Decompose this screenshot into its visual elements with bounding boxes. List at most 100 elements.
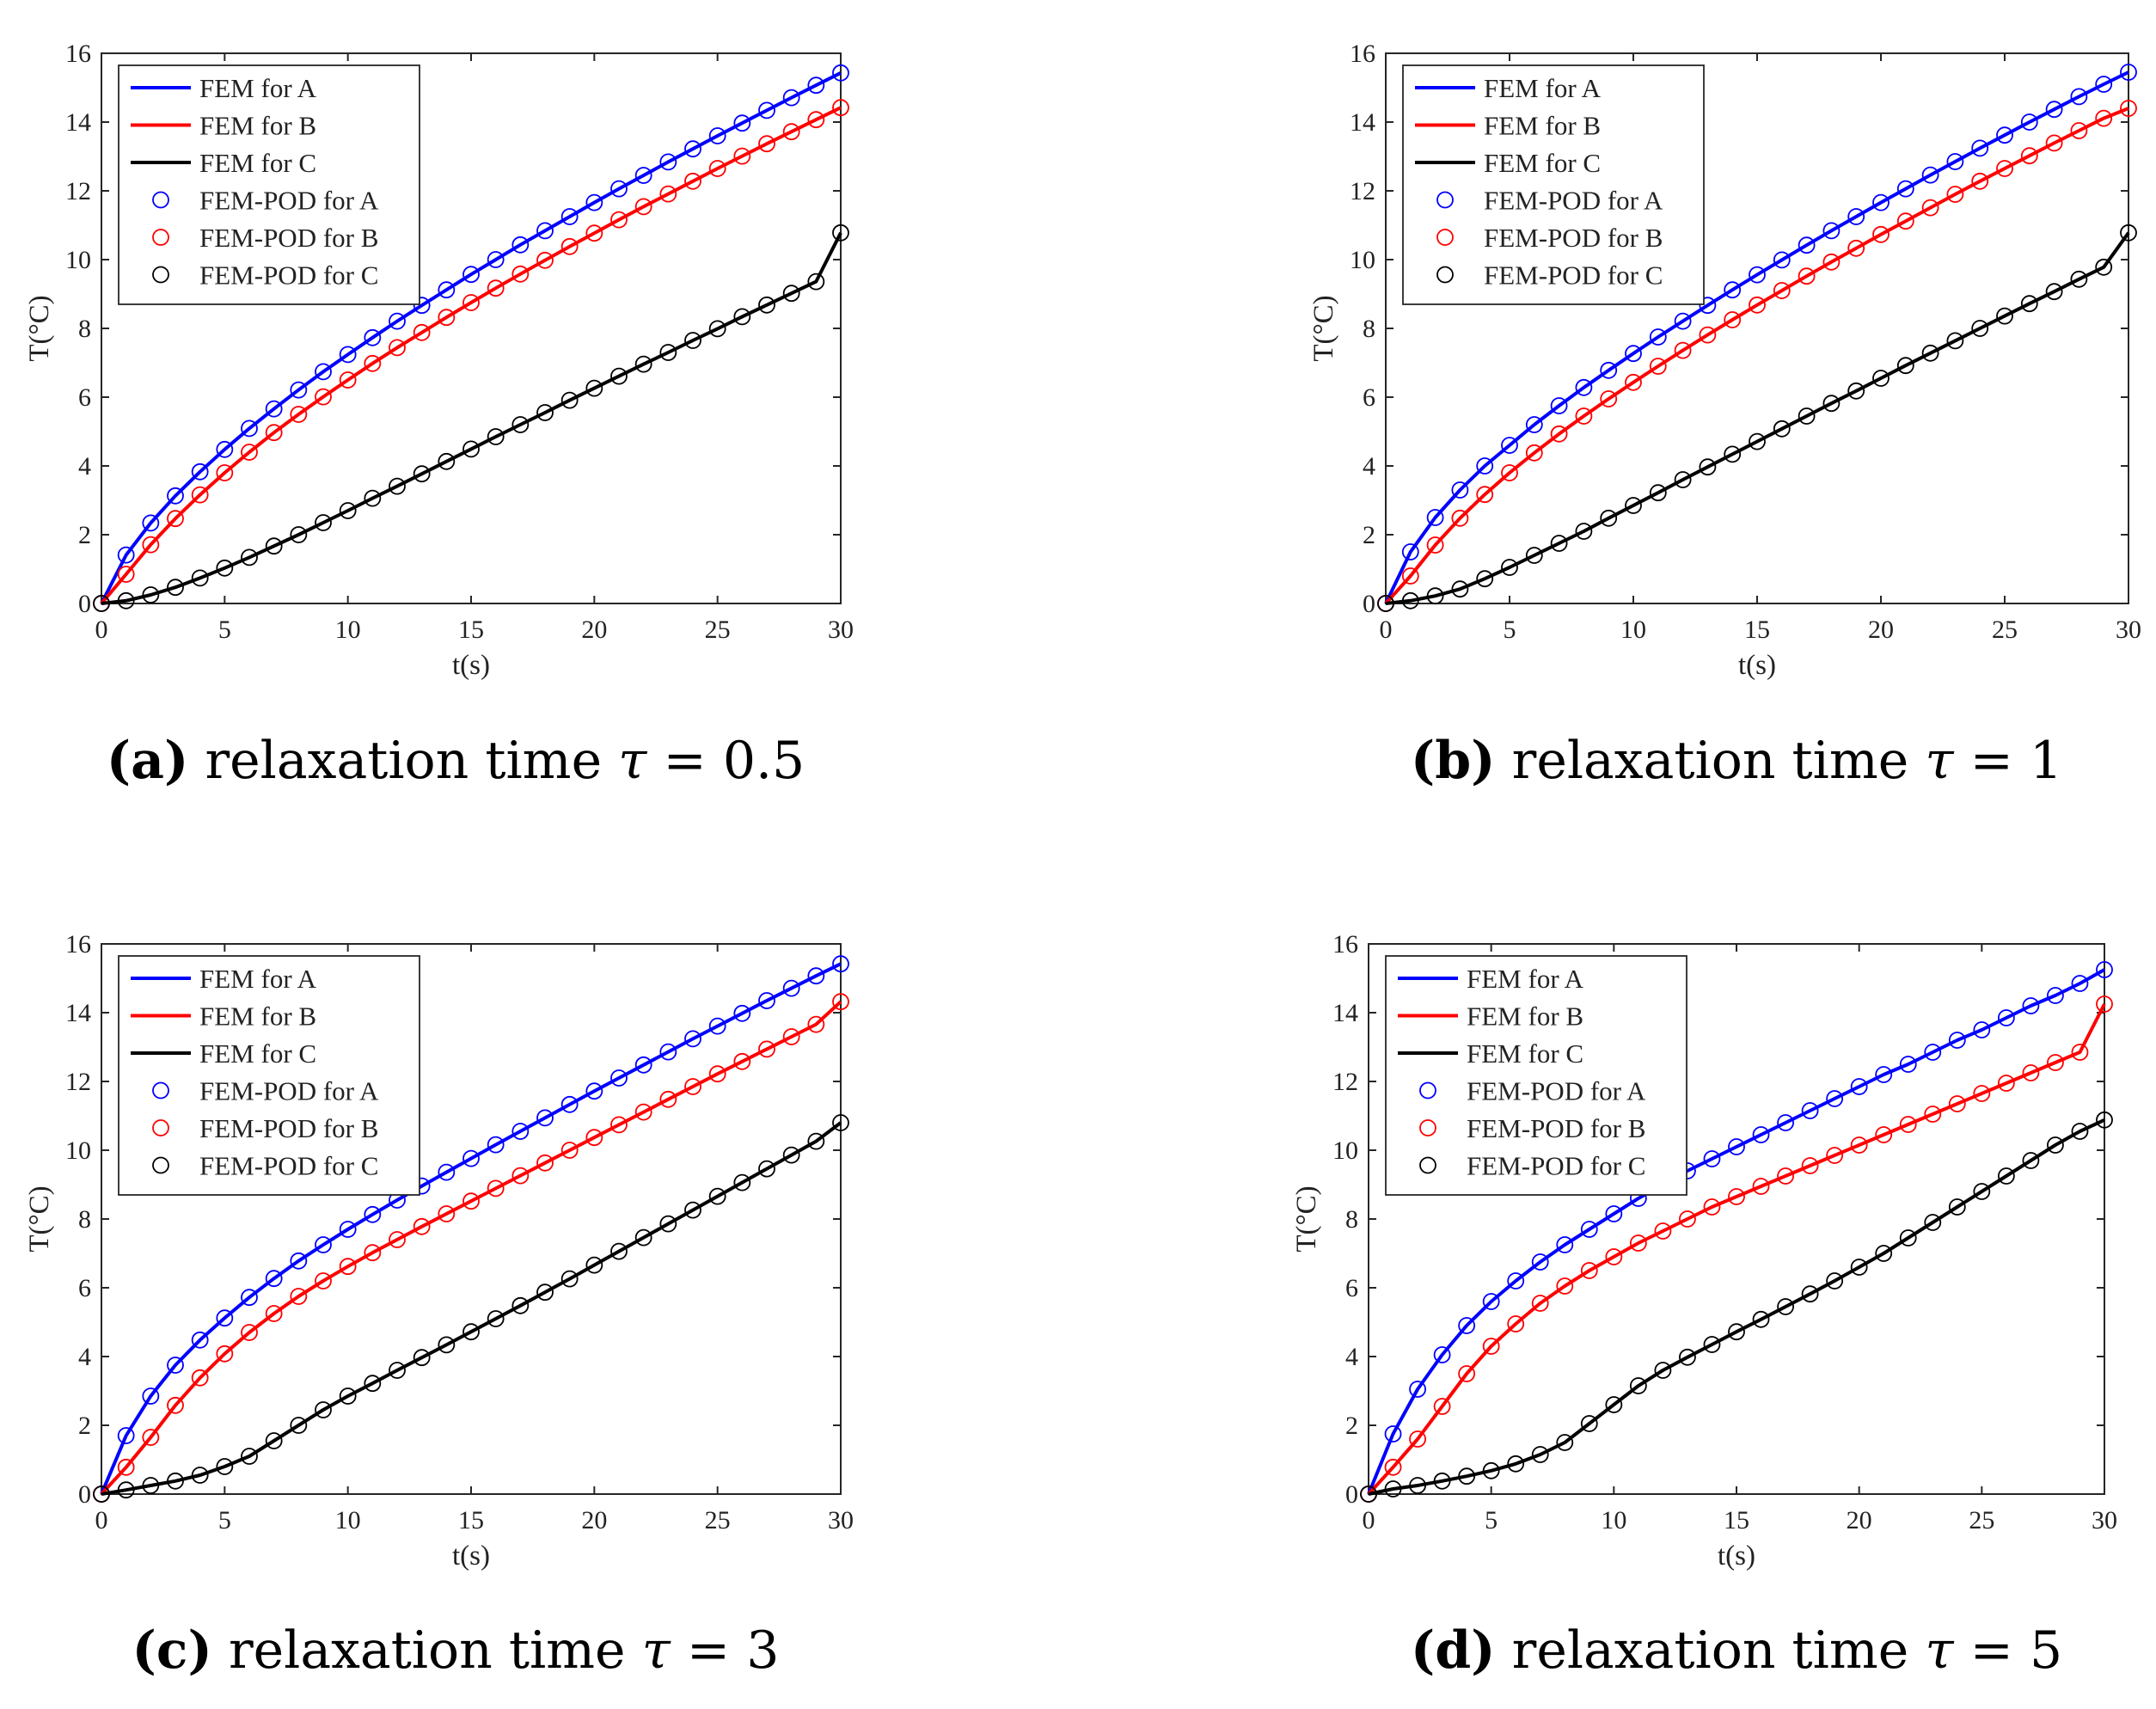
c-marker-fem-pod-c (438, 1336, 456, 1354)
b-marker-fem-pod-b (1773, 282, 1791, 299)
caption-d-text: relaxation time (1512, 1620, 1909, 1681)
b-marker-fem-pod-b (1896, 212, 1914, 230)
c-legend-entry: FEM-POD for C (199, 1151, 378, 1181)
a-marker-fem-pod-c (758, 296, 775, 314)
c-marker-fem-pod-c (364, 1375, 382, 1393)
d-y-tick-label: 2 (1345, 1412, 1358, 1440)
d-marker-fem-pod-a (1752, 1126, 1770, 1143)
caption-d-equals: = (1970, 1620, 2013, 1681)
d-marker-fem-pod-a (1850, 1078, 1868, 1095)
c-marker-fem-pod-c (462, 1323, 480, 1341)
c-x-tick-label: 5 (218, 1506, 231, 1534)
c-marker-fem-pod-b (167, 1396, 184, 1414)
b-marker-fem-pod-c (1401, 591, 1419, 609)
b-line-fem-c (1385, 231, 2130, 605)
d-y-tick-label: 8 (1345, 1205, 1358, 1234)
a-marker-fem-pod-c (659, 344, 677, 361)
c-marker-fem-pod-b (610, 1116, 628, 1134)
a-marker-fem-pod-c (462, 440, 480, 458)
a-marker-fem-pod-c (487, 428, 505, 445)
d-marker-fem-pod-b (2071, 1044, 2089, 1061)
a-y-tick-label: 0 (78, 590, 91, 618)
panel-b: 0 5 10 15 20 25 30 0 2 4 6 8 10 12 14 16 t(s) T(°C) FEM fo… (1308, 40, 2141, 681)
c-marker-fem-pod-b (733, 1052, 751, 1070)
b-marker-fem-pod-b (1674, 341, 1692, 359)
a-x-tick-label: 0 (95, 616, 108, 644)
d-x-axis-label: t(s) (1718, 1541, 1755, 1571)
caption-b-text: relaxation time (1512, 731, 1909, 791)
c-marker-fem-pod-b (413, 1217, 431, 1235)
caption-c-tag: (c) (132, 1620, 212, 1681)
b-marker-fem-pod-b (1996, 160, 2013, 177)
a-x-tick-label: 5 (218, 616, 231, 644)
a-marker-fem-pod-b (758, 135, 775, 153)
a-marker-fem-pod-c (364, 489, 382, 507)
b-x-tick-label: 30 (2116, 616, 2141, 644)
c-marker-fem-pod-b (389, 1231, 406, 1248)
d-legend-entry: FEM for B (1467, 1002, 1583, 1032)
c-x-tick-label: 15 (458, 1506, 484, 1534)
b-marker-fem-pod-c (1699, 458, 1717, 476)
caption-a-text: relaxation time (205, 731, 602, 791)
d-marker-fem-pod-b (2022, 1064, 2040, 1081)
b-y-axis-label: T(°C) (1308, 295, 1339, 361)
c-marker-fem-pod-b (807, 1015, 825, 1033)
a-marker-fem-pod-b (684, 172, 701, 190)
d-marker-fem-pod-b (1850, 1136, 1868, 1154)
a-marker-fem-pod-b (413, 323, 431, 341)
c-marker-fem-pod-b (487, 1179, 505, 1198)
a-marker-fem-pod-b (339, 371, 357, 389)
c-marker-fem-pod-a (782, 979, 800, 997)
a-marker-fem-pod-c (216, 559, 234, 577)
b-marker-fem-pod-c (1674, 471, 1692, 488)
b-marker-fem-pod-c (1921, 344, 1939, 362)
b-marker-fem-pod-a (1401, 543, 1419, 560)
b-marker-fem-pod-c (1896, 357, 1914, 375)
a-marker-fem-pod-a (511, 236, 530, 254)
c-marker-fem-pod-a (117, 1427, 135, 1444)
b-marker-fem-pod-b (1600, 390, 1618, 407)
a-marker-fem-pod-b (265, 424, 283, 442)
c-marker-fem-pod-c (733, 1173, 751, 1191)
c-marker-fem-pod-a (733, 1004, 751, 1022)
c-marker-fem-pod-c (93, 1485, 110, 1503)
b-marker-fem-pod-c (2120, 224, 2137, 242)
c-marker-fem-pod-a (536, 1109, 554, 1127)
a-marker-fem-pod-a (782, 89, 800, 107)
b-marker-fem-pod-c (1971, 320, 1989, 337)
d-x-tick-label: 15 (1724, 1506, 1749, 1534)
b-marker-fem-pod-b (2020, 147, 2038, 165)
d-marker-fem-pod-c (2096, 1111, 2113, 1129)
c-marker-fem-pod-a (708, 1017, 726, 1035)
a-marker-fem-pod-c (413, 465, 431, 483)
a-marker-fem-pod-a (438, 281, 456, 299)
c-marker-fem-pod-c (117, 1481, 135, 1499)
d-marker-fem-pod-c (1973, 1183, 1991, 1200)
d-legend-swatch-marker (1419, 1156, 1436, 1174)
c-x-tick-label: 30 (828, 1506, 854, 1534)
a-legend-entry: FEM-POD for A (199, 186, 379, 216)
b-y-tick-label: 16 (1350, 40, 1375, 68)
b-marker-fem-pod-b (1847, 239, 1865, 257)
c-marker-fem-pod-c (241, 1448, 258, 1465)
d-marker-fem-pod-b (1826, 1147, 1844, 1164)
c-y-tick-label: 4 (78, 1343, 91, 1371)
a-marker-fem-pod-b (487, 279, 505, 297)
a-marker-fem-pod-c (536, 404, 554, 421)
d-marker-fem-pod-a (1605, 1205, 1623, 1222)
d-x-tick-label: 10 (1601, 1506, 1626, 1534)
b-line-fem-a (1384, 70, 2129, 604)
d-marker-fem-pod-a (1997, 1009, 2015, 1026)
a-marker-fem-pod-b (782, 123, 800, 141)
c-y-tick-label: 2 (78, 1412, 91, 1440)
b-marker-fem-pod-a (1426, 509, 1444, 526)
d-marker-fem-pod-b (1580, 1262, 1598, 1279)
b-marker-fem-pod-b (1476, 486, 1494, 504)
b-marker-fem-pod-b (1872, 225, 1890, 243)
d-marker-fem-pod-c (1826, 1272, 1844, 1289)
caption-a-equals: = (663, 731, 706, 791)
c-y-tick-label: 10 (65, 1136, 91, 1165)
d-marker-fem-pod-a (1777, 1114, 1794, 1131)
c-marker-fem-pod-a (560, 1095, 579, 1113)
a-x-tick-label: 10 (335, 616, 361, 644)
